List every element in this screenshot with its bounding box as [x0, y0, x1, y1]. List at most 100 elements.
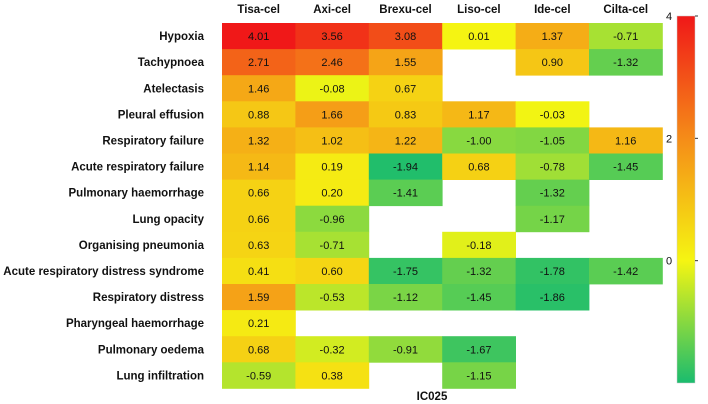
row-label: Hypoxia	[159, 31, 204, 43]
row-label: Respiratory distress	[93, 292, 204, 304]
heatmap-cell	[515, 179, 590, 207]
heatmap-cell	[295, 179, 370, 207]
heatmap-cell	[589, 49, 663, 76]
colorbar-tick-label: 0	[666, 256, 672, 268]
cell-value-label: 1.66	[321, 109, 342, 121]
heatmap-cell	[222, 101, 296, 128]
heatmap-cell	[442, 127, 516, 154]
column-label: Brexu-cel	[379, 4, 431, 16]
heatmap-cell	[295, 49, 370, 76]
heatmap-cell	[442, 284, 516, 311]
heatmap-cell	[295, 101, 370, 128]
heatmap-cell	[295, 75, 370, 102]
cell-value-label: -1.41	[393, 188, 418, 200]
heatmap-cell	[368, 284, 443, 311]
cell-value-label: 1.22	[395, 135, 416, 147]
cell-value-label: 4.01	[248, 31, 269, 43]
cell-value-label: -1.17	[540, 214, 565, 226]
heatmap-cell	[589, 127, 663, 154]
cell-value-label: -1.12	[393, 292, 418, 304]
heatmap-cell	[222, 153, 296, 180]
cell-value-label: -1.94	[393, 162, 418, 174]
row-label: Acute respiratory failure	[71, 162, 204, 174]
heatmap-cell	[222, 23, 296, 50]
cell-value-label: 1.02	[321, 135, 342, 147]
cell-value-label: 0.21	[248, 318, 269, 330]
colorbar-tick-label: 4	[666, 11, 672, 23]
cell-value-label: -1.75	[393, 266, 418, 278]
heatmap-cell	[515, 23, 590, 50]
cell-value-label: 1.46	[248, 83, 269, 95]
column-label: Liso-cel	[457, 4, 500, 16]
heatmap-cell	[368, 127, 443, 154]
heatmap-cell	[442, 336, 516, 363]
row-label: Pleural effusion	[118, 109, 204, 121]
cell-value-label: 1.17	[468, 109, 489, 121]
column-label: Tisa-cel	[237, 4, 280, 16]
heatmap-cell	[368, 101, 443, 128]
cell-value-label: 0.68	[248, 344, 269, 356]
heatmap-cell	[368, 336, 443, 363]
cell-value-label: -0.71	[320, 240, 345, 252]
cell-value-label: -0.08	[320, 83, 345, 95]
heatmap-cell	[295, 231, 370, 259]
column-label: Axi-cel	[313, 4, 351, 16]
row-label: Lung opacity	[132, 214, 204, 226]
cell-value-label: -0.18	[466, 240, 491, 252]
heatmap-cell	[295, 153, 370, 180]
heatmap-cell	[222, 231, 296, 259]
heatmap-cell	[515, 205, 590, 233]
cell-value-label: 1.59	[248, 292, 269, 304]
heatmap-cell	[222, 336, 296, 363]
row-labels: Hypoxia Tachypnoea Atelectasis Pleural effu…	[3, 31, 204, 382]
cell-value-label: 0.41	[248, 266, 269, 278]
column-label: Ide-cel	[534, 4, 570, 16]
cell-value-label: 0.68	[468, 162, 489, 174]
heatmap-cell	[442, 257, 516, 285]
colorbar-scale	[676, 15, 696, 384]
cell-value-label: 0.88	[248, 109, 269, 121]
cell-value-label: 1.37	[542, 31, 563, 43]
heatmap-cell	[222, 179, 296, 207]
cell-value-label: 0.20	[321, 188, 342, 200]
cell-value-label: 0.19	[321, 162, 342, 174]
cell-value-label: 1.14	[248, 162, 269, 174]
heatmap-cell	[222, 205, 296, 233]
cell-value-label: -1.00	[466, 135, 491, 147]
cell-value-label: 2.46	[321, 57, 342, 69]
heatmap-cell	[295, 23, 370, 50]
cell-value-label: -1.32	[613, 57, 638, 69]
row-label: Pharyngeal haemorrhage	[66, 318, 204, 330]
cell-value-label: -1.32	[466, 266, 491, 278]
cell-value-label: -0.53	[320, 292, 345, 304]
row-label: Pulmonary haemorrhage	[69, 188, 204, 200]
heatmap-cell	[589, 153, 663, 180]
cell-value-label: -1.86	[540, 292, 565, 304]
heatmap-cell	[295, 257, 370, 285]
heatmap-cell	[515, 127, 590, 154]
heatmap-cell	[368, 23, 443, 50]
colorbar: 0 2 4	[666, 11, 698, 384]
cell-value-label: -0.71	[613, 31, 638, 43]
heatmap-cell	[515, 153, 590, 180]
row-label: Respiratory failure	[102, 135, 204, 147]
row-label: Tachypnoea	[138, 57, 205, 69]
heatmap-cell	[589, 257, 663, 285]
heatmap-cell	[368, 179, 443, 207]
row-label: Organising pneumonia	[79, 240, 205, 252]
cell-value-label: -0.03	[540, 109, 565, 121]
cell-value-label: -0.32	[320, 344, 345, 356]
cell-value-label: -1.45	[613, 162, 638, 174]
heatmap-cell	[222, 75, 296, 102]
heatmap-cell	[515, 101, 590, 128]
x-axis-label: IC025	[417, 391, 448, 403]
cell-value-label: 3.56	[321, 31, 342, 43]
cell-value-label: -0.96	[320, 214, 345, 226]
heatmap-cell	[295, 284, 370, 311]
column-labels: Tisa-cel Axi-cel Brexu-cel Liso-cel Ide-cel C…	[237, 4, 648, 16]
cell-value-label: -0.91	[393, 344, 418, 356]
cell-value-label: 0.38	[321, 370, 342, 382]
cell-value-label: -1.32	[540, 188, 565, 200]
cell-value-label: 1.55	[395, 57, 416, 69]
column-label: Cilta-cel	[603, 4, 648, 16]
